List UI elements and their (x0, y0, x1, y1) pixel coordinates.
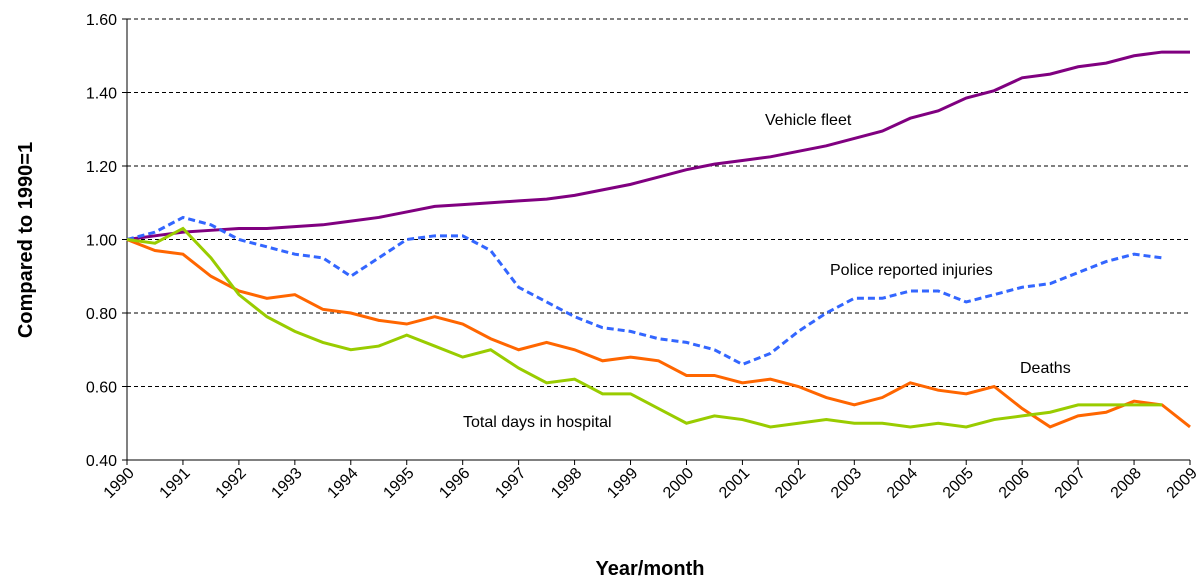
series-label: Vehicle fleet (765, 112, 852, 129)
y-tick-label: 1.40 (86, 86, 117, 103)
x-tick-label: 1999 (604, 465, 641, 502)
x-tick-label: 1995 (380, 465, 417, 502)
y-axis-title: Compared to 1990=1 (15, 142, 37, 338)
series-line (126, 215, 1163, 367)
x-tick-label: 1997 (492, 465, 529, 502)
x-tick-label: 2001 (716, 465, 753, 502)
x-tick-label: 2003 (828, 465, 865, 502)
x-tick-label: 2007 (1052, 465, 1089, 502)
x-tick-label: 1991 (157, 465, 194, 502)
x-tick-label: 1993 (268, 465, 305, 502)
series-line (126, 238, 1191, 429)
y-tick-label: 0.40 (86, 453, 117, 470)
y-tick-label: 0.60 (86, 380, 117, 397)
x-tick-label: 2002 (772, 465, 809, 502)
series-label: Deaths (1020, 360, 1071, 377)
x-tick-label: 1990 (101, 465, 138, 502)
series-label: Total days in hospital (463, 414, 612, 431)
x-axis-title: Year/month (596, 558, 705, 580)
y-tick-label: 1.00 (86, 233, 117, 250)
x-tick-label: 2006 (996, 465, 1033, 502)
x-tick-label: 1998 (548, 465, 585, 502)
x-tick-label: 2009 (1164, 465, 1200, 502)
x-tick-label: 1992 (213, 465, 250, 502)
series-line (126, 50, 1190, 241)
x-tick-label: 2000 (660, 465, 697, 502)
y-tick-label: 1.20 (86, 159, 117, 176)
x-tick-label: 2008 (1108, 465, 1145, 502)
x-tick-label: 2005 (940, 465, 977, 502)
x-tick-label: 1994 (324, 465, 361, 502)
y-tick-label: 0.80 (86, 306, 117, 323)
y-tick-label: 1.60 (86, 12, 117, 29)
series-line (126, 226, 1163, 429)
series-label: Police reported injuries (830, 262, 993, 279)
x-tick-label: 2004 (884, 465, 921, 502)
x-tick-label: 1996 (436, 465, 473, 502)
